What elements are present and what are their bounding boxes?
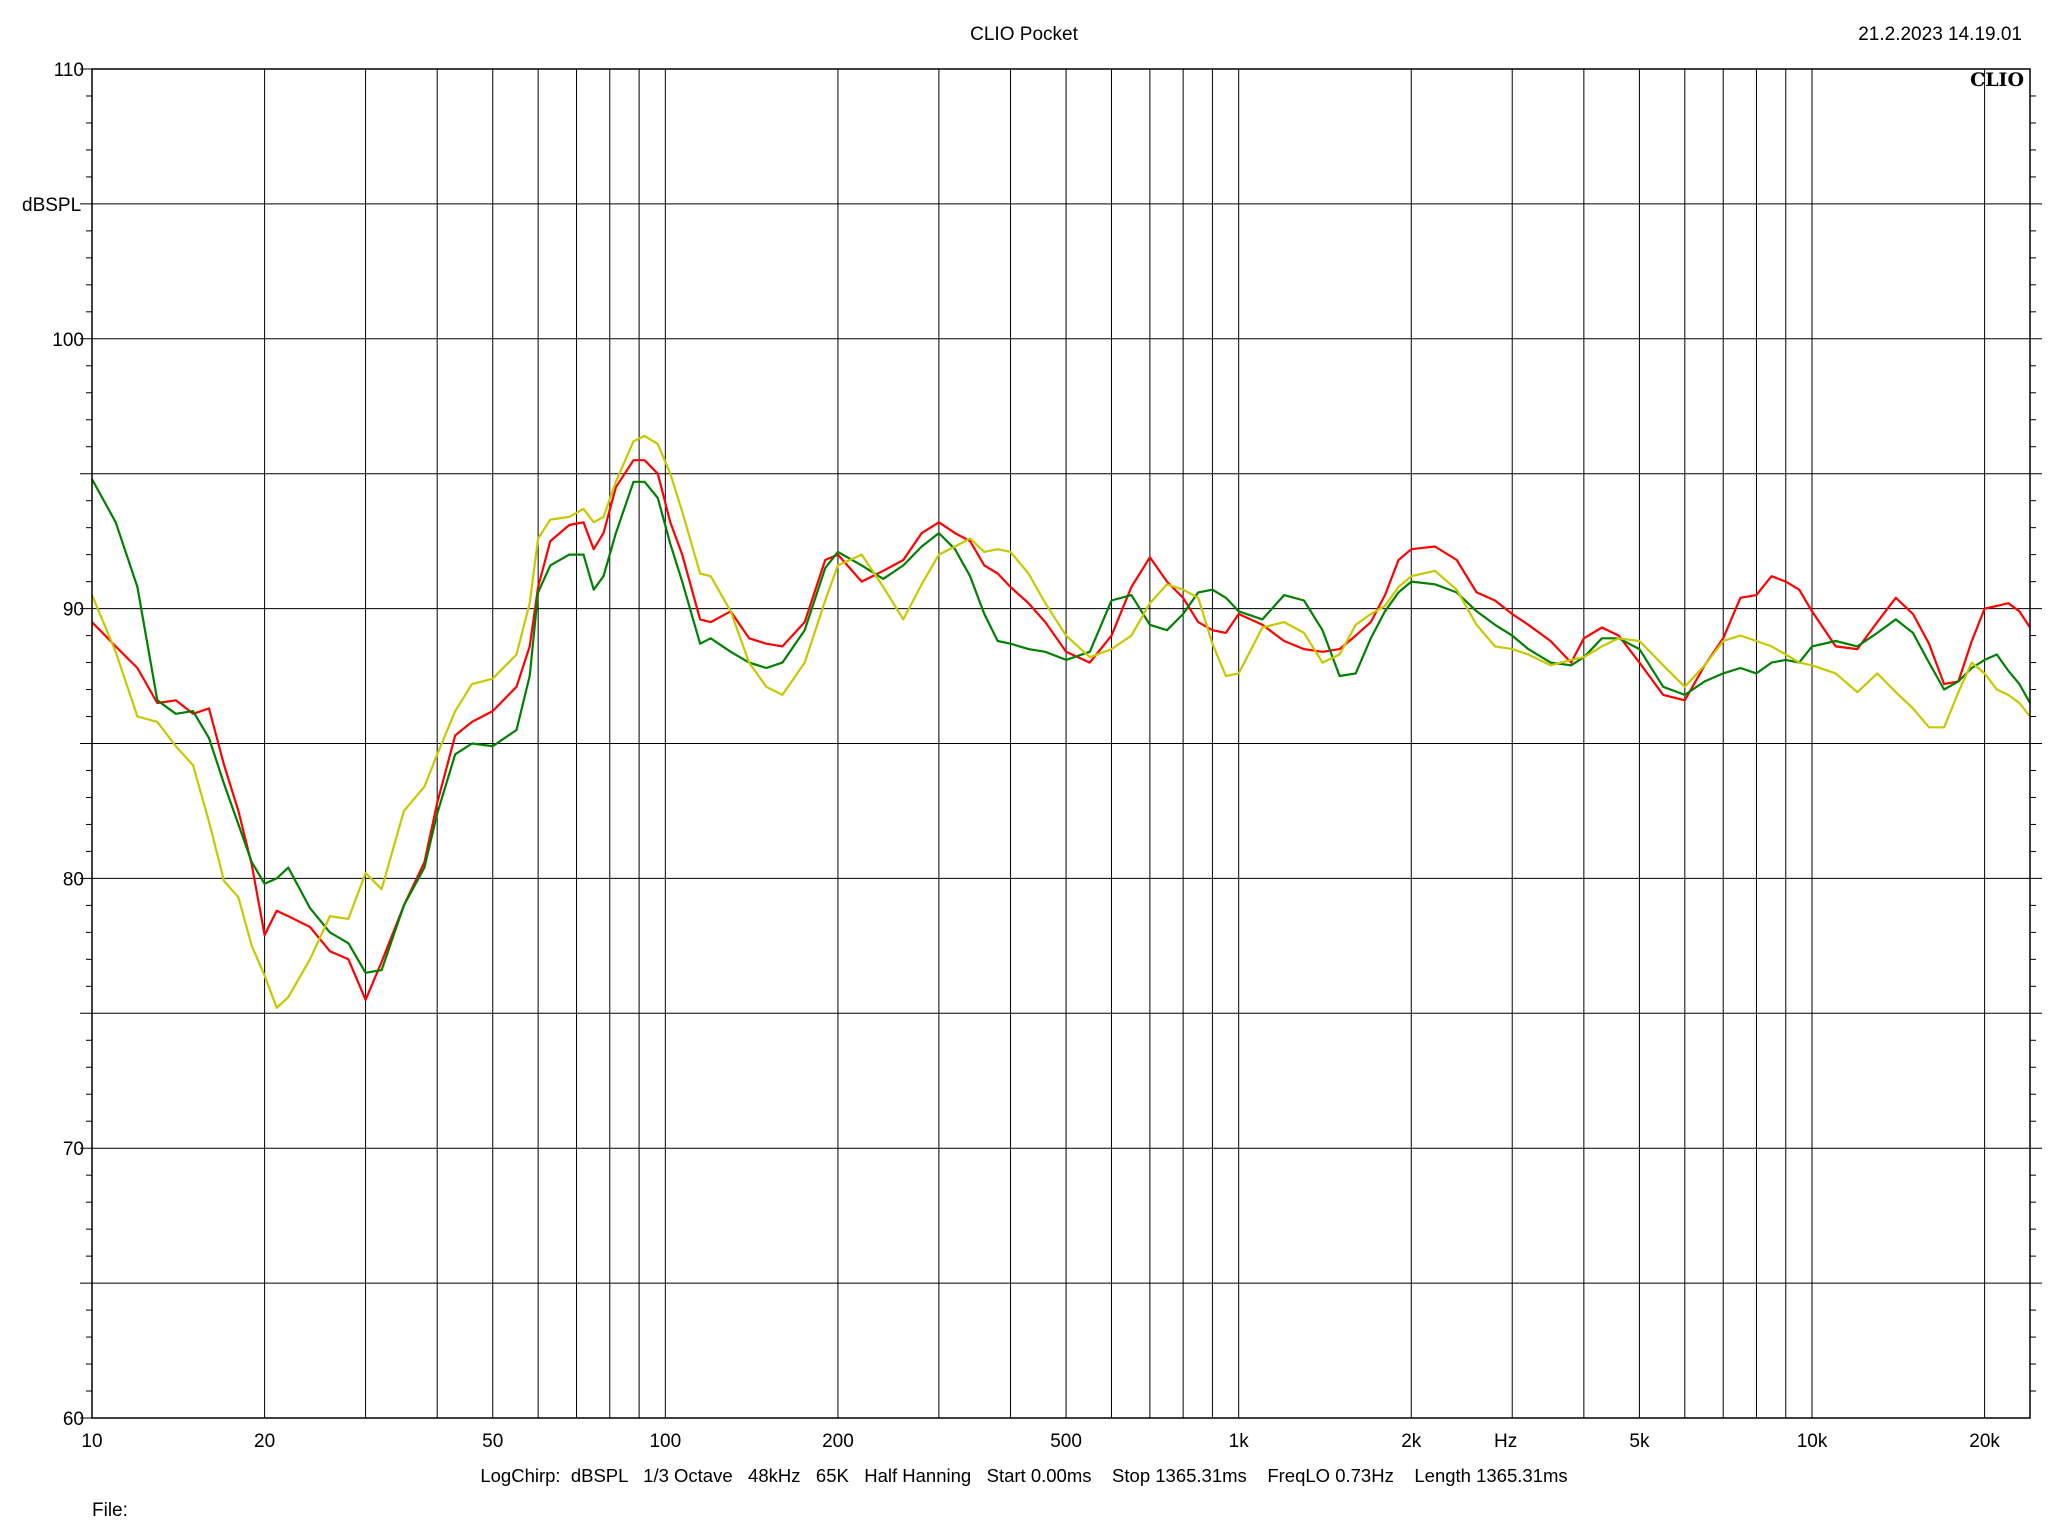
y-tick-label: 110: [54, 60, 84, 81]
y-tick-label: 100: [52, 330, 84, 351]
series-line-3: [90, 434, 2031, 1009]
file-label: File:: [92, 1500, 128, 1521]
x-tick-label: 5k: [1629, 1431, 1650, 1452]
y-axis-label: dBSPL: [22, 195, 81, 216]
y-tick-label: 60: [63, 1409, 84, 1430]
x-tick-label: 100: [649, 1431, 681, 1452]
x-tick-label: 50: [482, 1431, 503, 1452]
x-tick-label: 200: [822, 1431, 854, 1452]
x-tick-label: 20k: [1969, 1431, 2000, 1452]
tick-labels: 10 20 50 100 200 500 1k 2k 5k 10k 20k 110 100 90 80 70 6…: [52, 60, 2000, 1452]
grid: [80, 68, 2042, 1419]
x-tick-label: 20: [254, 1431, 275, 1452]
series-line-1: [91, 459, 2031, 1001]
x-tick-label: 500: [1050, 1431, 1082, 1452]
y-tick-label: 90: [63, 600, 84, 621]
series-line-2: [91, 478, 2031, 974]
x-axis-unit-label: Hz: [1494, 1431, 1517, 1452]
clio-logo: CLIO: [1970, 69, 2024, 91]
measurement-settings: LogChirp: dBSPL 1/3 Octave 48kHz 65K Hal…: [480, 1465, 1568, 1486]
x-tick-label: 1k: [1229, 1431, 1250, 1452]
y-tick-label: 80: [63, 869, 84, 890]
x-tick-label: 10: [81, 1431, 102, 1452]
chart-title: CLIO Pocket: [970, 24, 1078, 45]
series-layer: [90, 434, 2031, 1009]
plot-frame: [91, 68, 2031, 1419]
x-tick-label: 2k: [1401, 1431, 1422, 1452]
x-tick-label: 10k: [1797, 1431, 1828, 1452]
y-tick-label: 70: [63, 1139, 84, 1160]
timestamp: 21.2.2023 14.19.01: [1858, 24, 2022, 45]
